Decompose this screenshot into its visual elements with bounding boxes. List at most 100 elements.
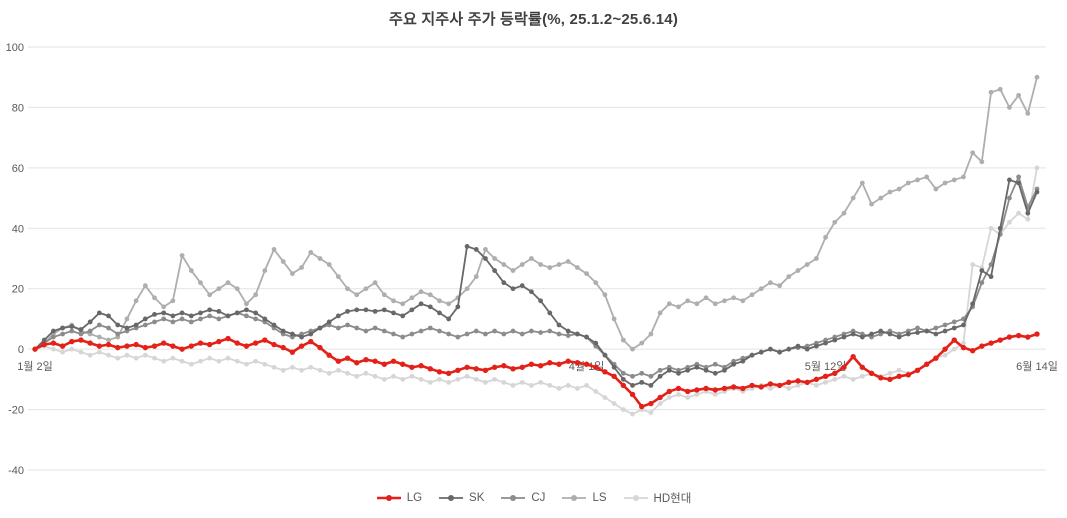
series-point-HD현대 [538,379,543,385]
series-point-LG [583,361,590,367]
series-point-HD현대 [216,358,222,364]
series-point-LS [391,298,396,304]
series-point-LS [547,265,553,270]
series-point-CJ [1007,195,1012,201]
series-point-SK [299,334,304,340]
series-point-LG [188,343,194,349]
series-point-SK [685,367,691,373]
series-point-SK [381,307,387,313]
series-line-SK [34,179,1038,387]
series-point-HD현대 [961,340,966,346]
series-point-CJ [455,334,461,340]
series-point-LG [813,376,820,383]
series-point-LG [1006,334,1013,340]
series-point-LG [1015,332,1022,339]
series-point-HD현대 [832,376,838,382]
legend-dot [385,495,392,501]
series-point-HD현대 [50,346,56,352]
series-point-HD현대 [1034,165,1040,171]
series-point-SK [133,322,139,328]
series-point-LS [446,301,452,307]
series-point-SK [161,310,167,316]
y-tick-label: -40 [8,465,24,477]
series-point-SK [69,324,75,329]
series-point-LS [262,268,268,273]
series-point-SK [924,328,930,334]
series-point-SK [979,268,985,273]
series-point-SK [234,310,240,316]
series-point-LG [804,379,810,386]
series-point-LG [841,364,847,370]
series-point-LG [1034,331,1040,337]
legend-marker-LG [376,495,401,501]
series-point-HD현대 [464,373,470,379]
series-point-LG [197,340,204,346]
series-point-SK [96,310,102,316]
series-point-LG [767,381,774,387]
series-point-LG [473,366,479,372]
series-point-LG [960,344,967,351]
series-point-LG [105,341,112,348]
series-point-SK [731,361,737,367]
series-point-LS [464,286,470,292]
series-point-LS [519,262,525,267]
series-point-HD현대 [234,358,240,364]
series-point-CJ [335,325,341,331]
series-point-CJ [60,331,65,337]
series-point-LS [363,286,369,292]
series-point-LG [887,376,893,383]
y-tick-label: 40 [12,223,24,235]
y-tick-label: 20 [12,284,24,296]
series-point-LG [565,358,571,364]
series-point-LG [896,373,902,380]
series-point-HD현대 [427,379,433,385]
series-point-LG [593,364,599,370]
series-point-LG [832,370,838,377]
series-point-HD현대 [850,376,856,382]
series-point-SK [124,325,130,331]
series-point-LG [547,360,553,366]
y-tick-label: 80 [12,102,24,114]
series-point-HD현대 [115,355,121,361]
series-point-SK [841,334,847,340]
series-point-CJ [657,367,663,373]
series-point-LS [804,262,810,267]
series-point-LS [372,280,378,286]
series-point-LG [666,388,672,395]
series-point-SK [225,313,231,319]
series-point-SK [722,367,727,373]
series-point-CJ [418,328,424,334]
series-point-CJ [483,331,488,337]
series-point-HD현대 [345,370,350,376]
series-point-LS [905,180,911,186]
series-point-LG [730,384,737,390]
series-point-LG [510,366,516,372]
series-point-SK [970,301,976,307]
series-point-LG [859,364,866,370]
series-point-LG [988,340,994,346]
series-point-LG [400,361,406,367]
series-point-SK [529,289,534,295]
series-point-HD현대 [988,225,994,231]
series-point-LG [170,343,176,349]
series-point-SK [308,331,314,337]
series-point-SK [850,331,856,337]
series-point-SK [768,346,773,352]
legend-item-LG: LG [376,492,422,504]
series-point-SK [345,308,350,314]
series-point-HD현대 [354,373,360,379]
legend-label-CJ: CJ [531,492,546,504]
series-point-LS [565,259,571,264]
series-point-SK [740,358,746,364]
series-point-LG [289,349,296,355]
legend-dot [632,495,639,501]
series-point-SK [335,313,341,319]
series-point-HD현대 [188,361,194,367]
series-point-SK [547,310,553,316]
series-point-LS [832,219,838,225]
series-point-SK [896,334,902,340]
series-point-LS [823,234,828,240]
series-point-LS [317,256,323,261]
series-point-LS [988,89,994,95]
series-point-LG [160,340,167,346]
